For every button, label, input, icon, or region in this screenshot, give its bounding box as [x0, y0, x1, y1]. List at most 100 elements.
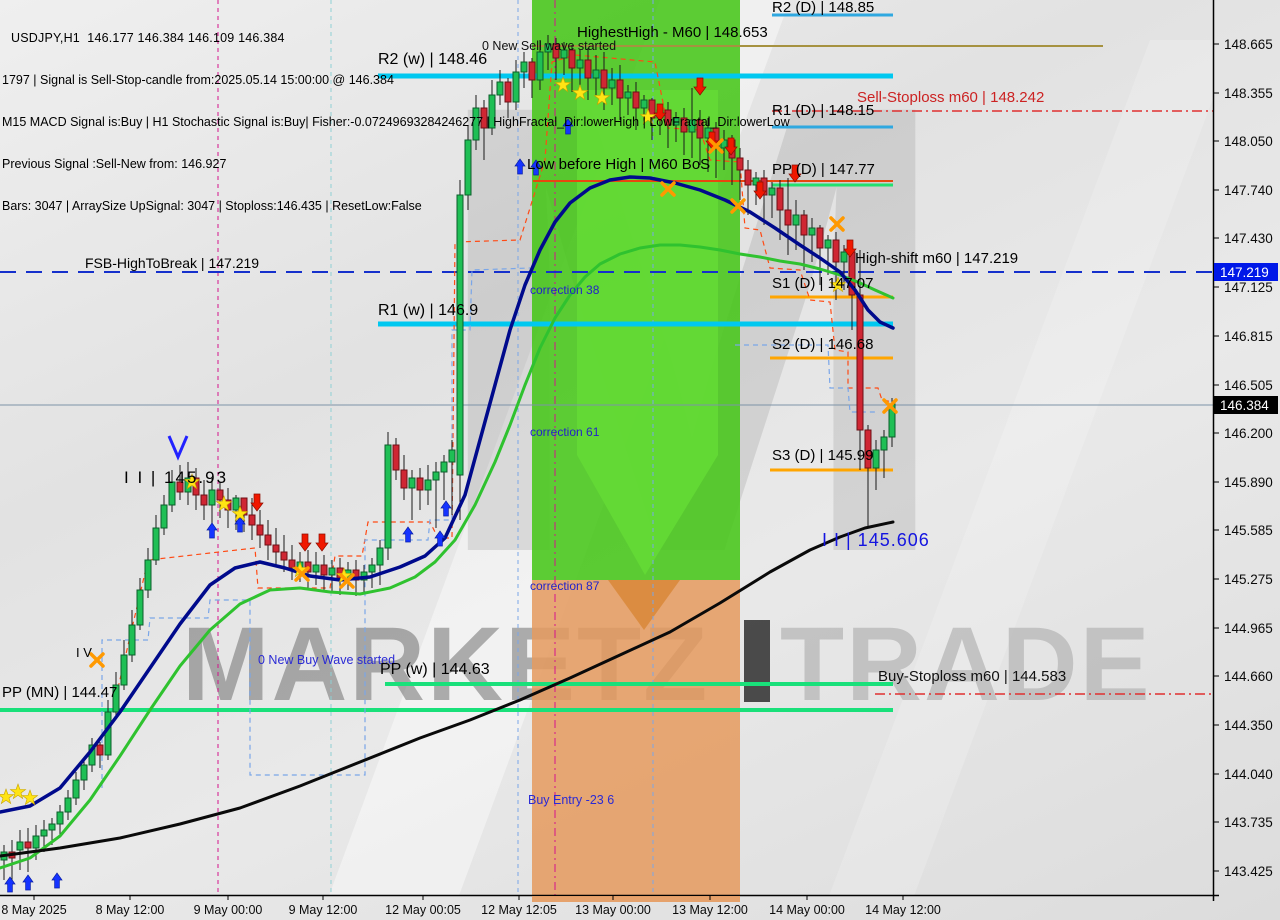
entry-zone-rect: [532, 580, 740, 895]
sell-arrow-icon: [753, 181, 767, 200]
candle-bull: [488, 94, 496, 129]
candle-bull: [560, 49, 568, 59]
price-tick-label: 143.425: [1224, 864, 1273, 879]
pivot-r1-weekly-label[interactable]: R1 (w) | 146.9: [378, 302, 479, 319]
candle-bull: [64, 797, 72, 813]
price-tick-label: 145.585: [1224, 523, 1273, 538]
candle-bear: [200, 494, 208, 506]
pivot-r1-daily-label[interactable]: R1 (D) | 148.15: [772, 102, 875, 119]
macd-stochastic-line: M15 MACD Signal is:Buy | H1 Stochastic S…: [2, 115, 790, 129]
buy-stoploss-label[interactable]: Buy-Stoploss m60 | 144.583: [878, 668, 1067, 685]
price-tick-label: 146.505: [1224, 378, 1273, 393]
price-tick-label: 146.200: [1224, 426, 1273, 441]
buy-wave-label[interactable]: 0 New Buy Wave started: [258, 653, 396, 667]
x-mark-icon: [294, 566, 310, 582]
buy-entry-label[interactable]: Buy Entry -23 6: [528, 793, 615, 807]
candle-bear: [320, 564, 328, 576]
candle-bull: [512, 71, 520, 103]
price-tick-label: 147.430: [1224, 231, 1273, 246]
candle-bull: [72, 779, 80, 799]
pivot-r2-daily-label[interactable]: R2 (D) | 148.85: [772, 0, 875, 16]
pivot-s1-daily-label[interactable]: S1 (D) | 147.07: [772, 275, 874, 292]
candle-bear: [744, 169, 752, 186]
candle-bear: [832, 239, 840, 263]
wave-iv-label[interactable]: I V: [76, 645, 92, 660]
pivot-r2-weekly-label[interactable]: R2 (w) | 148.46: [378, 51, 488, 68]
candle-bull: [536, 51, 544, 81]
candle-bull: [56, 811, 64, 825]
x-mark-icon: [339, 573, 355, 589]
swing-level-145-606-label[interactable]: I I | 145.606: [822, 530, 930, 550]
sell-arrow-icon: [724, 137, 738, 156]
pivot-pp-weekly-label[interactable]: PP (w) | 144.63: [380, 661, 490, 678]
star-icon: [183, 473, 201, 490]
correction-87-label[interactable]: correction 87: [530, 579, 600, 593]
x-mark-icon: [882, 398, 898, 414]
pivot-pp-daily-label[interactable]: PP (D) | 147.77: [772, 161, 875, 178]
sell-arrow-icon: [653, 103, 667, 122]
swing-level-145-93-label[interactable]: I I | 145.93: [124, 468, 229, 487]
candle-bull: [808, 227, 816, 236]
price-tick-label: 147.125: [1224, 280, 1273, 295]
ma-green-line: [0, 243, 895, 870]
star-icon: [571, 84, 589, 101]
price-axis-strip[interactable]: [1214, 0, 1280, 896]
zone-arrow-shape: [577, 90, 718, 575]
x-mark-icon: [660, 181, 676, 197]
fsb-high-to-break-label[interactable]: FSB-HighToBreak | 147.219: [85, 255, 260, 271]
low-before-high-label[interactable]: Low before High | M60 BoS: [527, 156, 711, 173]
candle-bull: [608, 79, 616, 89]
candle-bull: [48, 823, 56, 831]
time-axis-strip[interactable]: [0, 896, 1214, 920]
candle-bear: [416, 477, 424, 491]
buy-arrow-icon: [51, 872, 63, 889]
sell-arrow-icon: [693, 77, 707, 96]
buy-arrow-icon: [530, 159, 542, 176]
price-tick-label: 147.740: [1224, 183, 1273, 198]
candle-bear: [864, 429, 872, 469]
sell-wave-label[interactable]: 0 New Sell wave started: [482, 39, 617, 53]
bars-stoploss-line: Bars: 3047 | ArraySize UpSignal: 3047 | …: [2, 199, 422, 213]
candle-bull: [472, 107, 480, 141]
x-mark-icon: [89, 652, 105, 668]
correction-61-label[interactable]: correction 61: [530, 425, 600, 439]
time-tick-label: 9 May 00:00: [194, 903, 263, 917]
candle-bull: [688, 119, 696, 133]
candle-bull: [752, 177, 760, 186]
sell-stoploss-label[interactable]: Sell-Stoploss m60 | 148.242: [857, 89, 1045, 106]
pivot-pp-monthly-label[interactable]: PP (MN) | 144.47: [2, 684, 118, 701]
buy-arrow-icon: [4, 876, 16, 893]
candle-bull: [424, 479, 432, 491]
correction-38-label[interactable]: correction 38: [530, 283, 600, 297]
candle-bull: [152, 527, 160, 561]
price-tick-label: 144.350: [1224, 718, 1273, 733]
ma-black-line: [0, 520, 895, 858]
candle-bull: [496, 81, 504, 96]
candle-bull: [128, 624, 136, 656]
price-tick-label: 145.275: [1224, 572, 1273, 587]
candle-bull: [376, 547, 384, 566]
fractal-channel-upper: [117, 54, 894, 689]
candle-bear: [240, 497, 248, 516]
highest-high-label[interactable]: HighestHigh - M60 | 148.653: [577, 24, 768, 41]
candle-bull: [208, 489, 216, 506]
candle-bull: [840, 251, 848, 263]
candle-bull: [792, 214, 800, 226]
price-tag-label: 147.219: [1220, 265, 1269, 280]
candle-bull: [136, 589, 144, 626]
x-mark-icon: [708, 138, 724, 154]
candle-bear: [272, 544, 280, 553]
symbol-ohlc-title: USDJPY,H1 146.177 146.384 146.109 146.38…: [11, 31, 285, 45]
ma-navy-line: [0, 175, 895, 814]
candle-bull: [880, 436, 888, 451]
star-icon: [829, 276, 847, 293]
pivot-s3-daily-label[interactable]: S3 (D) | 145.99: [772, 447, 874, 464]
pivot-s2-daily-label[interactable]: S2 (D) | 146.68: [772, 336, 874, 353]
price-tag-label: 146.384: [1220, 398, 1269, 413]
previous-signal-line: Previous Signal :Sell-New from: 146.927: [2, 157, 227, 171]
high-shift-label[interactable]: High-shift m60 | 147.219: [855, 250, 1019, 267]
candle-bull: [824, 239, 832, 249]
time-tick-label: 8 May 2025: [1, 903, 66, 917]
candle-bear: [616, 79, 624, 99]
